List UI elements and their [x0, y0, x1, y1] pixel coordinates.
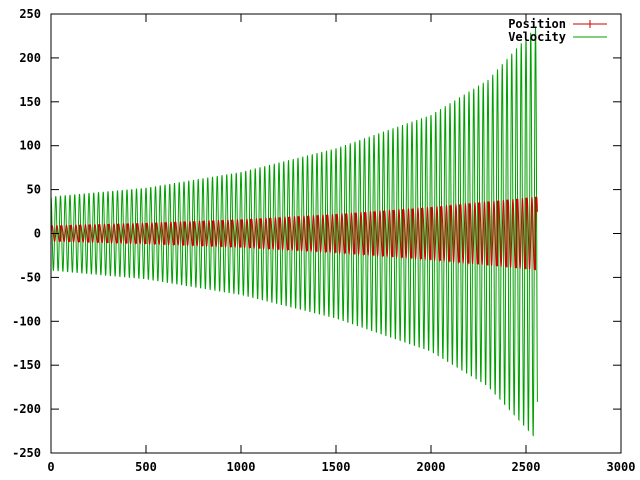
x-tick-label: 1500	[322, 460, 351, 474]
y-tick-label: 250	[19, 7, 41, 21]
series-layer	[50, 27, 538, 437]
x-tick-label: 500	[135, 460, 157, 474]
legend-label-velocity: Velocity	[508, 30, 566, 44]
x-tick-label: 2500	[512, 460, 541, 474]
y-tick-label: 50	[27, 183, 41, 197]
x-tick-label: 0	[47, 460, 54, 474]
series-marks-position	[50, 196, 536, 271]
y-tick-label: 0	[34, 227, 41, 241]
series-line-position	[50, 196, 538, 271]
x-tick-label: 1000	[227, 460, 256, 474]
y-tick-label: 100	[19, 139, 41, 153]
y-tick-label: -150	[12, 358, 41, 372]
y-tick-label: -50	[19, 270, 41, 284]
x-tick-label: 3000	[607, 460, 636, 474]
y-tick-label: -100	[12, 314, 41, 328]
legend-label-position: Position	[508, 17, 566, 31]
y-tick-label: 200	[19, 51, 41, 65]
y-tick-label: -250	[12, 446, 41, 460]
y-tick-label: 150	[19, 95, 41, 109]
y-tick-label: -200	[12, 402, 41, 416]
series-line-velocity	[50, 27, 538, 437]
x-tick-label: 2000	[417, 460, 446, 474]
